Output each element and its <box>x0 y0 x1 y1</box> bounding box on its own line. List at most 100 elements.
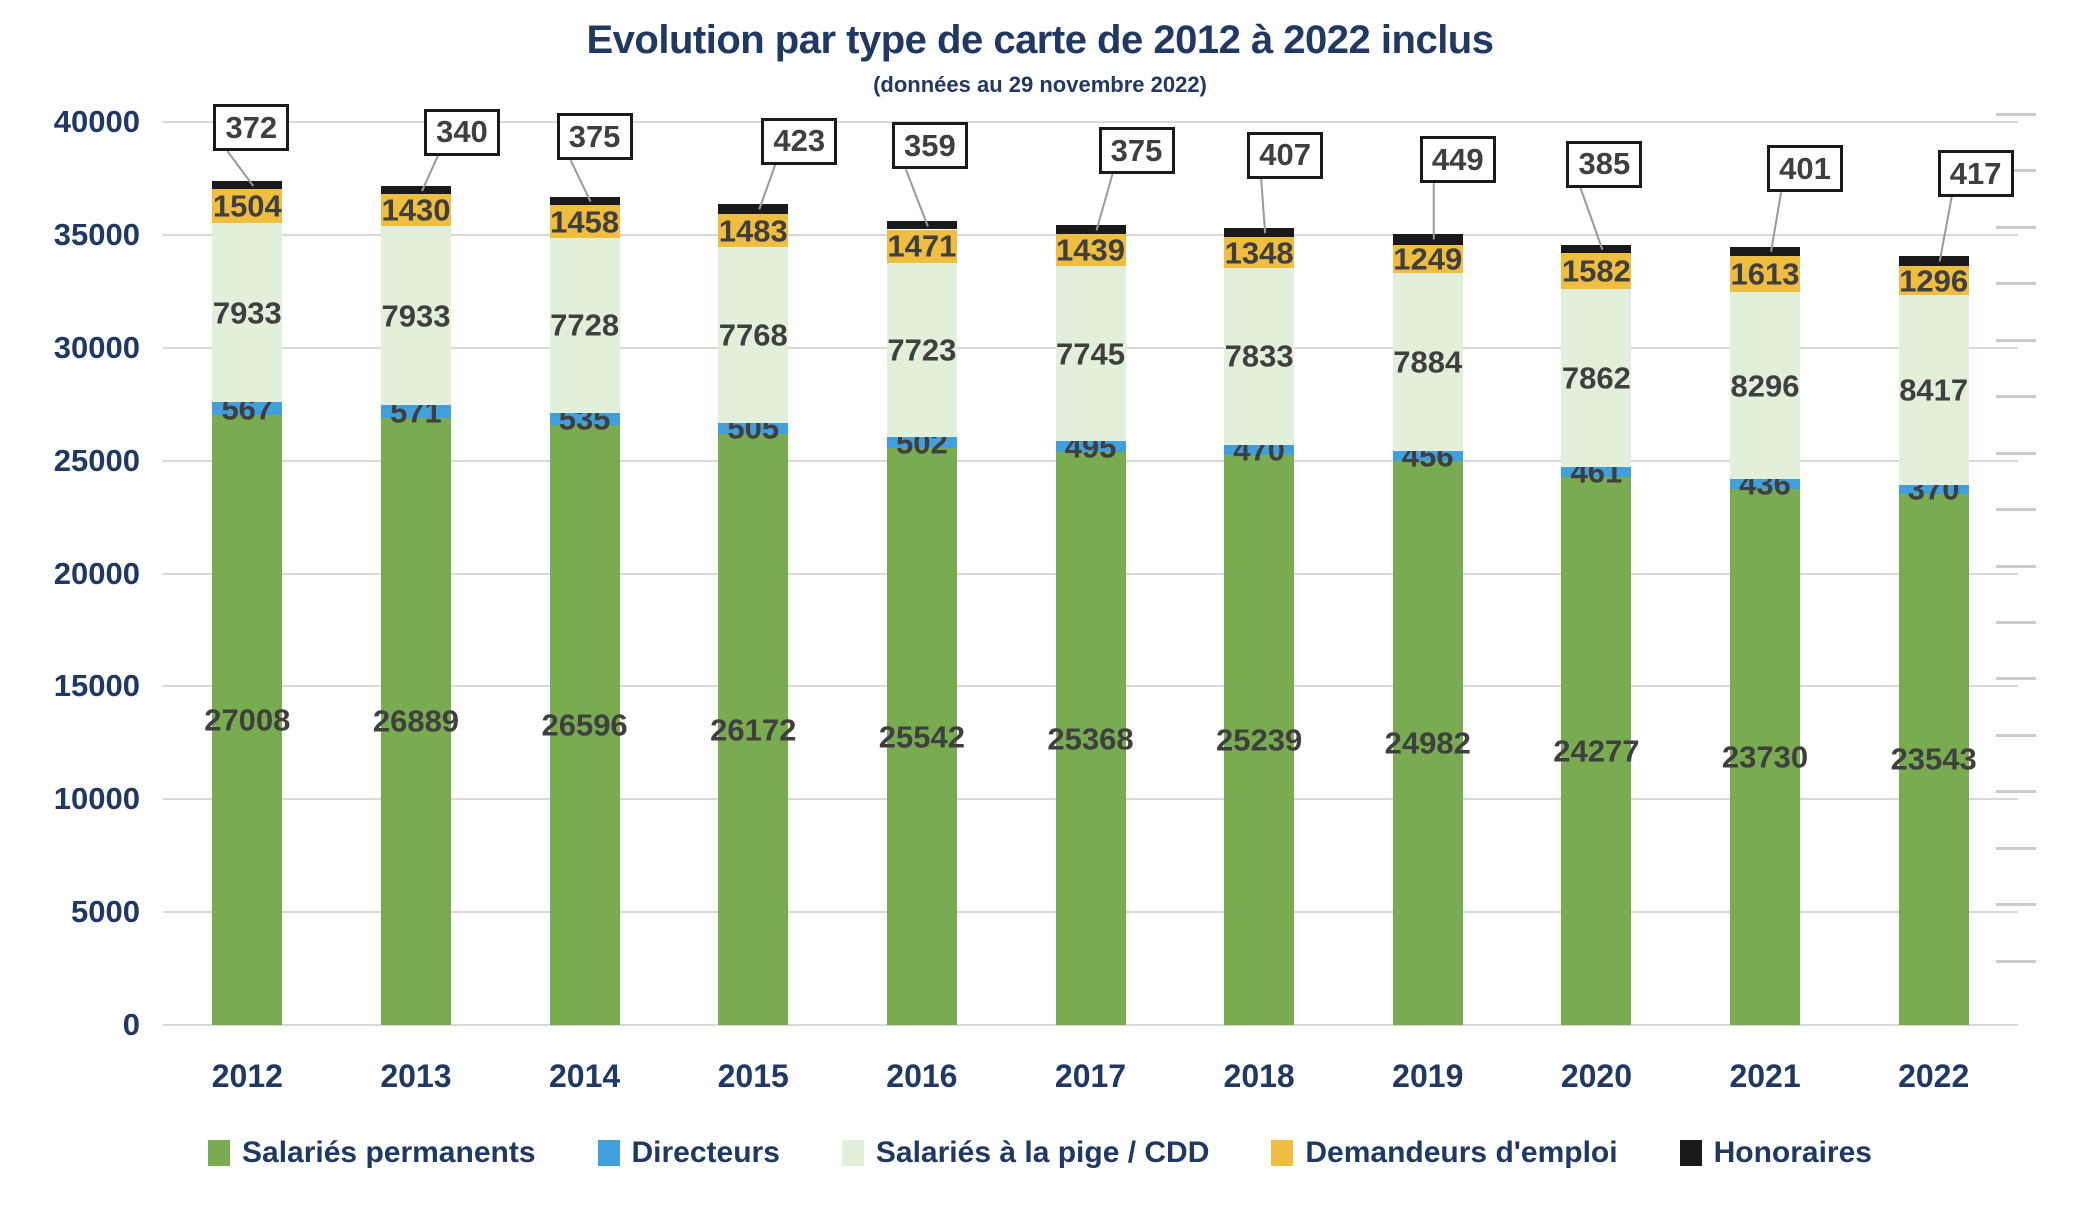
legend-label: Directeurs <box>631 1136 780 1169</box>
bar-2014-segment-1 <box>549 424 620 1025</box>
x-axis-label-2012: 2012 <box>211 1058 283 1094</box>
x-axis-label-2017: 2017 <box>1054 1058 1127 1094</box>
callout-2017: 375 <box>1098 127 1175 174</box>
segment-value-label: 1613 <box>1730 256 1800 292</box>
bar-2022-segment-1 <box>1898 493 1969 1025</box>
segment-value-label: 24982 <box>1384 725 1471 761</box>
y-axis-tick-label: 20000 <box>53 555 140 591</box>
legend-swatch-icon <box>597 1140 620 1166</box>
right-axis-minor-tick <box>1996 564 2036 568</box>
bar-2021-segment-4 <box>1730 255 1801 293</box>
callout-2018: 407 <box>1247 131 1324 179</box>
bar-2017-segment-3 <box>1055 266 1126 442</box>
legend-label: Salariés à la pige / CDD <box>875 1136 1210 1169</box>
segment-value-label: 25542 <box>878 719 965 755</box>
legend-swatch-icon <box>841 1140 864 1166</box>
bar-2012-segment-5 <box>212 181 283 190</box>
y-axis-tick-label: 35000 <box>53 216 140 252</box>
right-axis-minor-tick <box>1996 395 2036 399</box>
segment-value-label: 7862 <box>1561 360 1631 396</box>
segment-value-label: 26596 <box>541 707 628 743</box>
segment-value-label: 1348 <box>1224 235 1294 271</box>
segment-value-label: 26889 <box>372 703 460 739</box>
bar-2021-segment-1 <box>1730 489 1801 1025</box>
bar-2013-segment-3 <box>380 226 451 406</box>
bar-2016-segment-1 <box>886 448 957 1025</box>
bar-2021-segment-2 <box>1730 479 1801 490</box>
segment-value-label: 7728 <box>550 307 620 343</box>
segment-value-label: 27008 <box>204 702 291 738</box>
bar-2017-segment-4 <box>1055 233 1126 267</box>
callout-2014: 375 <box>556 113 633 161</box>
bar-2013-segment-4 <box>380 193 451 226</box>
legend-swatch-icon <box>1271 1140 1294 1166</box>
right-axis-minor-tick <box>1996 169 2036 173</box>
x-axis-label-2013: 2013 <box>380 1058 452 1094</box>
bar-2019-segment-5 <box>1392 234 1463 245</box>
callout-2013: 340 <box>423 108 500 156</box>
segment-value-label: 25239 <box>1216 722 1303 758</box>
bar-2018-segment-2 <box>1224 444 1295 456</box>
bar-2019-segment-3 <box>1392 272 1463 451</box>
y-axis-tick-label: 15000 <box>53 668 140 704</box>
gridline-0 <box>163 1024 2018 1026</box>
bar-2018-segment-3 <box>1224 267 1295 445</box>
segment-value-label: 1296 <box>1899 263 1969 299</box>
segment-value-label: 26172 <box>710 712 797 748</box>
bar-2015-segment-4 <box>718 213 789 248</box>
y-axis-tick-label: 30000 <box>53 329 140 365</box>
bar-2021-segment-5 <box>1730 246 1801 256</box>
x-axis-label-2022: 2022 <box>1898 1058 1970 1094</box>
right-axis-minor-tick <box>1996 846 2036 850</box>
bar-2022-segment-4 <box>1898 265 1969 296</box>
chart-subtitle: (données au 29 novembre 2022) <box>873 72 1207 97</box>
segment-value-label: 1458 <box>550 204 620 240</box>
legend-swatch-icon <box>1679 1140 1702 1166</box>
callout-2019: 449 <box>1419 136 1496 184</box>
bar-2019-segment-1 <box>1392 461 1463 1025</box>
gridline-40000 <box>163 121 2018 123</box>
legend-swatch-icon <box>208 1140 231 1166</box>
segment-value-label: 7745 <box>1056 336 1125 372</box>
right-axis-minor-tick <box>1996 903 2036 907</box>
callout-2015: 423 <box>761 117 838 165</box>
callout-2012: 372 <box>213 104 290 151</box>
bar-2016-segment-3 <box>886 262 957 438</box>
segment-value-label: 1483 <box>718 213 788 249</box>
bar-2020-segment-3 <box>1561 289 1632 467</box>
chart-title: Evolution par type de carte de 2012 à 20… <box>586 18 1494 62</box>
bar-2017-segment-2 <box>1055 441 1126 453</box>
segment-value-label: 1582 <box>1561 253 1631 289</box>
bar-2013-segment-5 <box>380 186 451 194</box>
y-axis-tick-label: 40000 <box>53 104 140 139</box>
bar-2014-segment-2 <box>549 412 620 425</box>
y-axis-tick-label: 10000 <box>53 781 140 817</box>
callout-2016: 359 <box>891 122 968 170</box>
bar-2017-segment-5 <box>1055 225 1126 234</box>
legend-label: Salariés permanents <box>242 1136 536 1169</box>
callout-2020: 385 <box>1566 140 1643 188</box>
y-axis-tick-label: 0 <box>122 1007 140 1042</box>
segment-value-label: 1504 <box>212 188 282 224</box>
legend: Salariés permanents Directeurs Salariés à … <box>0 1136 2080 1170</box>
bar-2020-segment-5 <box>1561 244 1632 254</box>
right-axis-minor-tick <box>1996 677 2036 681</box>
bar-2022-segment-3 <box>1898 295 1969 486</box>
segment-value-label: 23543 <box>1890 741 1977 777</box>
bar-2016-segment-2 <box>886 437 957 449</box>
right-axis-minor-tick <box>1996 959 2036 963</box>
x-axis-label-2015: 2015 <box>717 1058 789 1094</box>
bar-2021-segment-3 <box>1730 292 1801 480</box>
right-axis-minor-tick <box>1996 733 2036 737</box>
right-axis-minor-tick <box>1996 790 2036 794</box>
legend-item: Directeurs <box>597 1136 780 1170</box>
bar-2013-segment-1 <box>380 417 451 1025</box>
x-axis-label-2016: 2016 <box>886 1058 958 1094</box>
bar-2014-segment-5 <box>549 196 620 206</box>
segment-value-label: 1249 <box>1393 241 1463 277</box>
callout-2021: 401 <box>1767 145 1844 193</box>
bar-2020-segment-4 <box>1561 253 1632 290</box>
legend-label: Honoraires <box>1713 1136 1872 1169</box>
segment-value-label: 24277 <box>1553 733 1640 769</box>
